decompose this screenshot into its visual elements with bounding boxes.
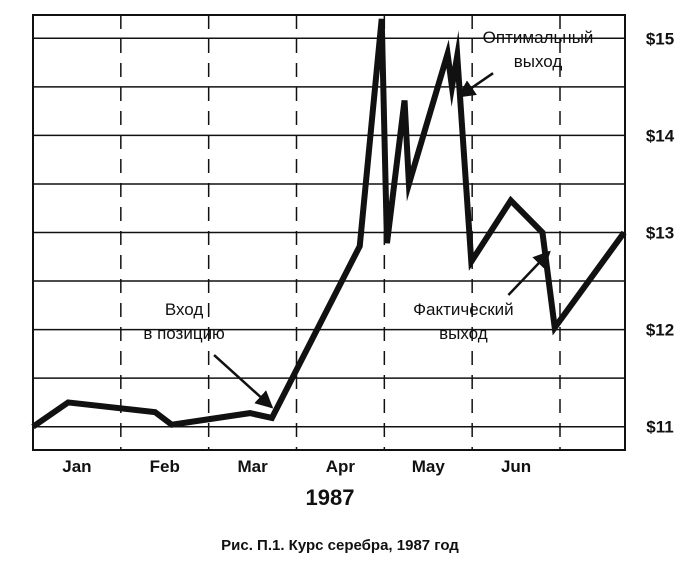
y-tick-label: $14 <box>646 126 675 145</box>
annotation-arrow <box>213 354 274 409</box>
x-tick-label: Feb <box>150 457 180 476</box>
x-tick-label: May <box>412 457 446 476</box>
y-tick-label: $12 <box>646 321 674 340</box>
annotation-text: в позицию <box>143 324 225 343</box>
annotation-text: выход <box>514 52 563 71</box>
annotation-arrow <box>457 72 494 98</box>
y-tick-label: $15 <box>646 29 674 48</box>
caption: Рис. П.1. Курс серебра, 1987 год <box>221 537 459 554</box>
annotation-text: Фактический <box>413 300 514 319</box>
x-axis-label: 1987 <box>306 485 355 510</box>
price-line <box>31 18 627 430</box>
x-tick-label: Mar <box>237 457 268 476</box>
annotation-text: выход <box>439 324 488 343</box>
x-tick-label: Jun <box>501 457 531 476</box>
x-tick-label: Jan <box>62 457 91 476</box>
y-tick-label: $13 <box>646 224 674 243</box>
annotation-arrow <box>507 250 551 296</box>
y-tick-label: $11 <box>646 418 673 437</box>
annotation-text: Вход <box>165 300 204 319</box>
annotation-text: Оптимальный <box>483 28 594 47</box>
x-tick-label: Apr <box>326 457 356 476</box>
